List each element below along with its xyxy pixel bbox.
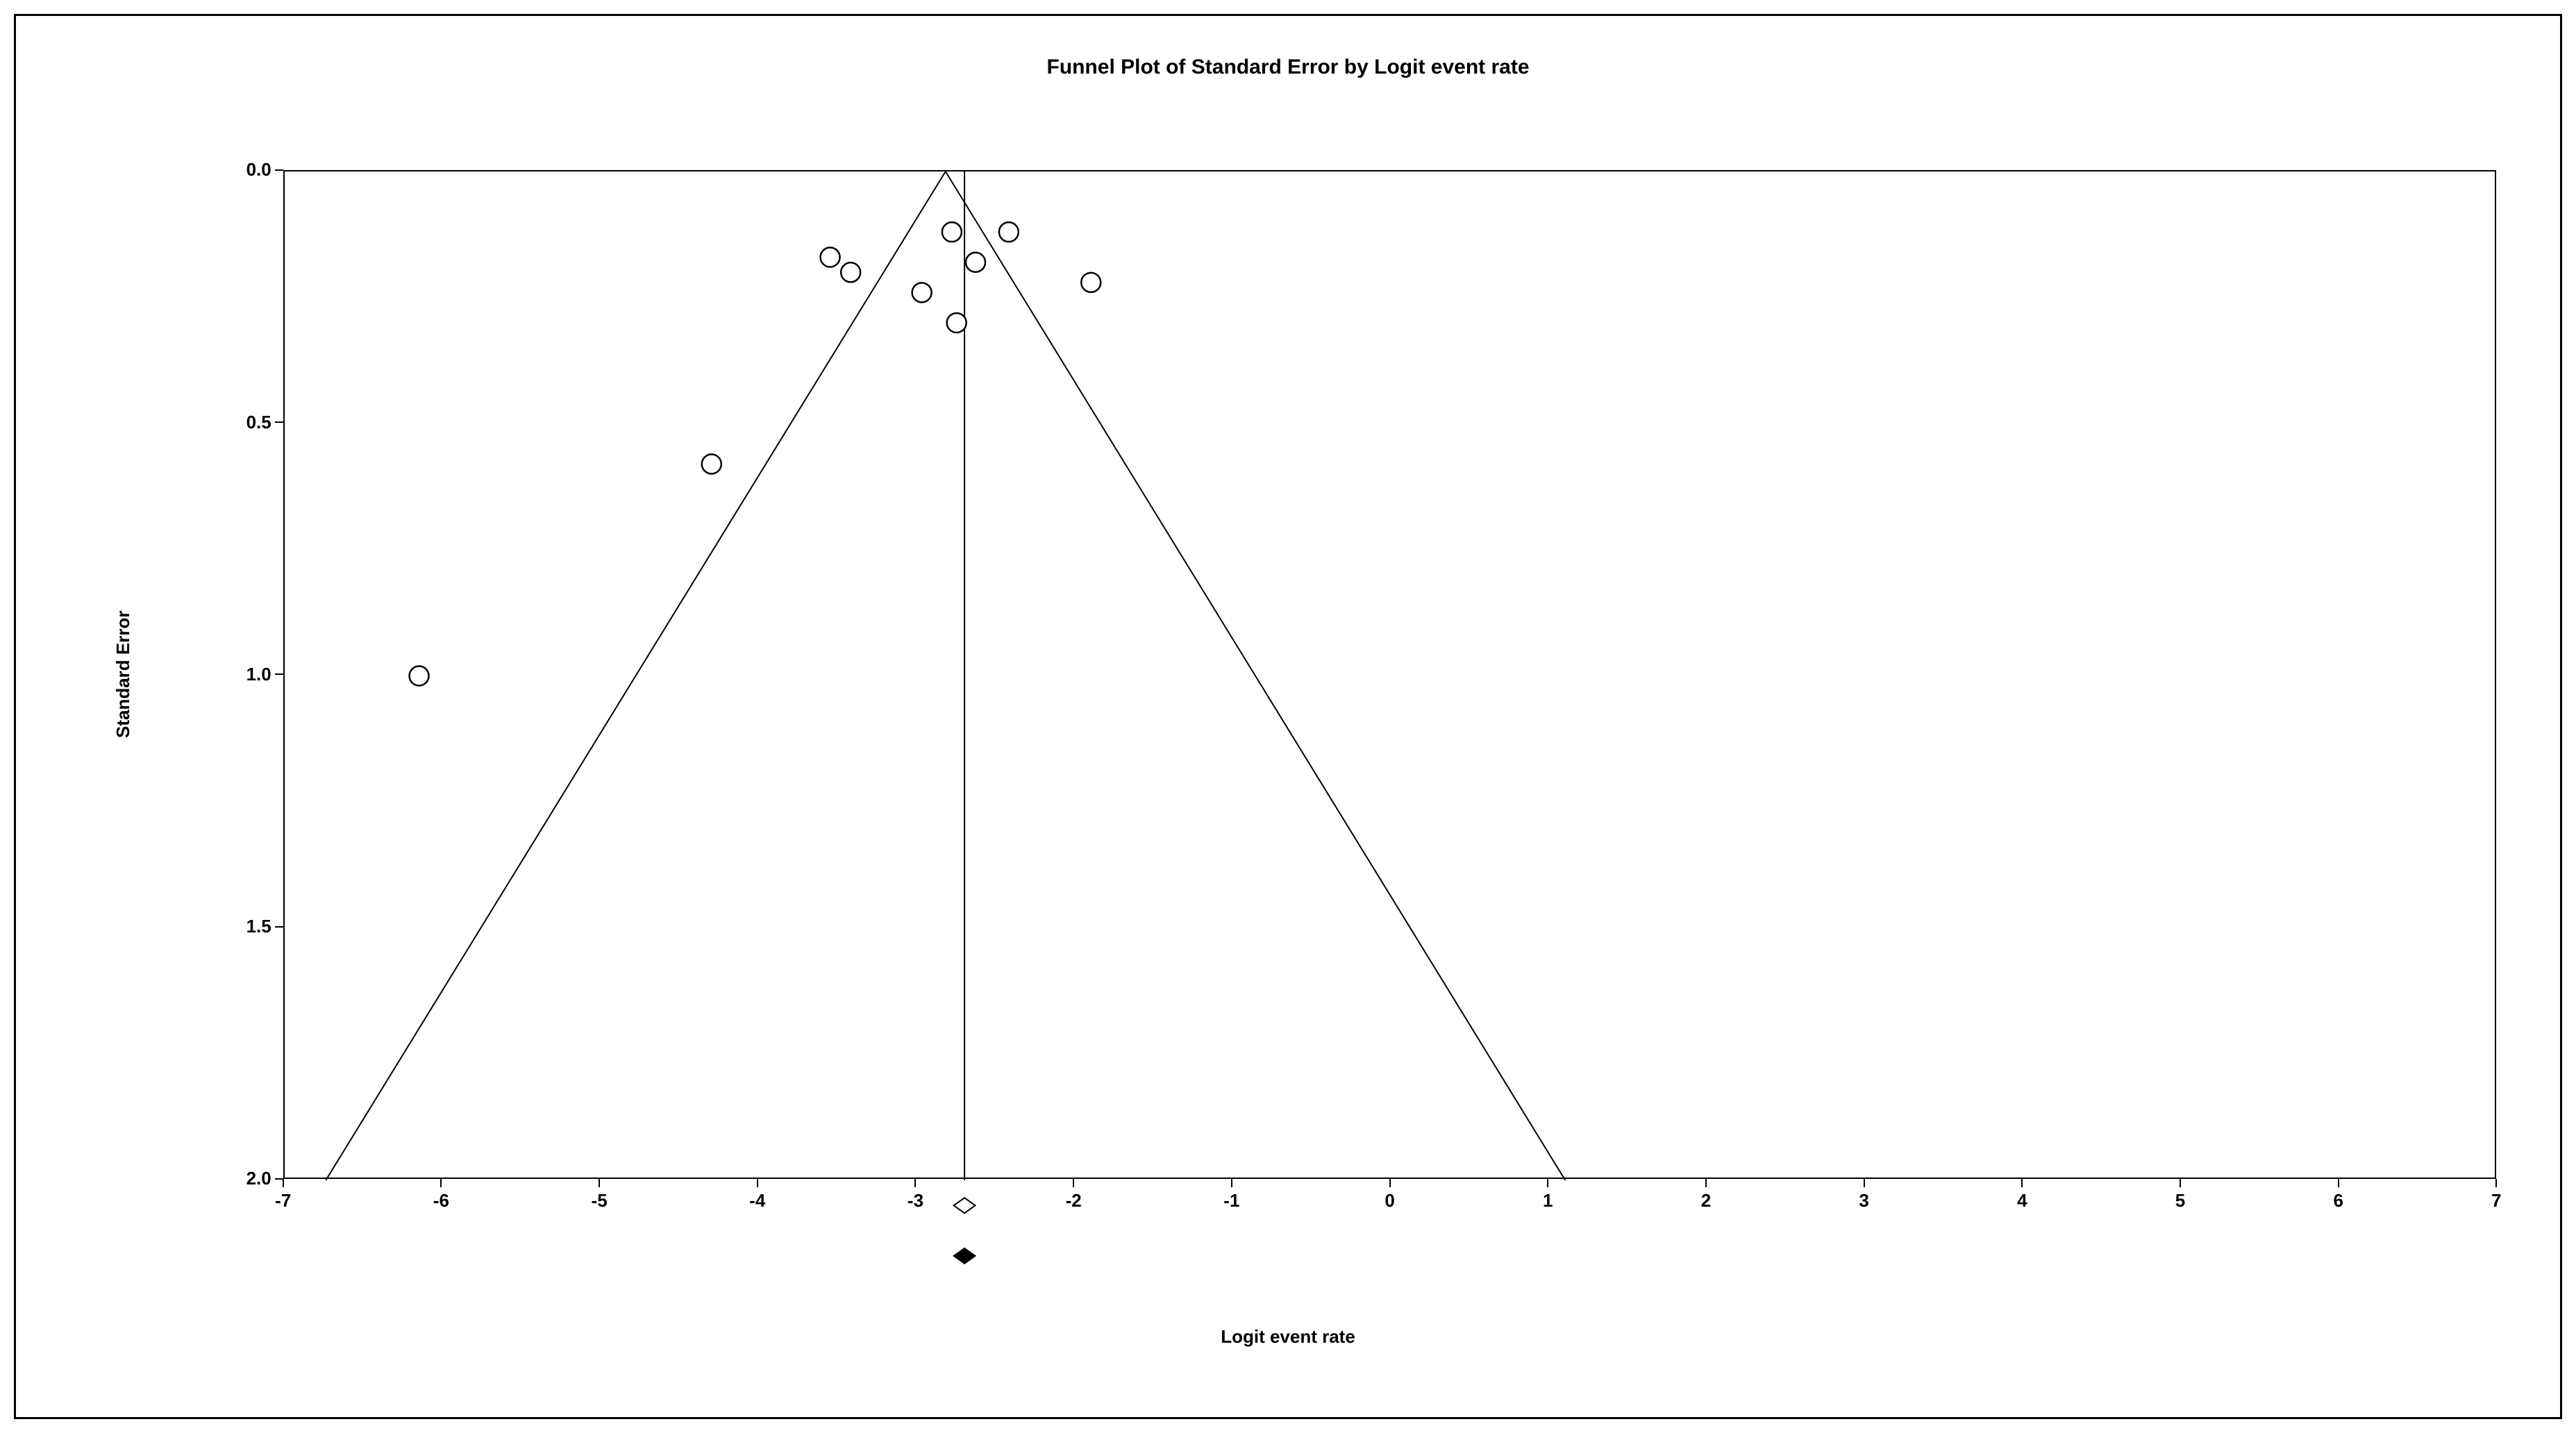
data-point <box>701 454 721 474</box>
data-point <box>942 222 962 242</box>
x-tick-label: -3 <box>894 1190 936 1212</box>
x-tick-label: -7 <box>262 1190 304 1212</box>
x-tick-label: -1 <box>1211 1190 1253 1212</box>
data-point <box>409 666 428 685</box>
chart-title: Funnel Plot of Standard Error by Logit e… <box>16 56 2560 79</box>
y-tick-label: 1.0 <box>223 664 271 685</box>
x-tick-label: 3 <box>1843 1190 1885 1212</box>
data-point <box>946 313 966 333</box>
y-tick-label: 0.5 <box>223 412 271 433</box>
x-tick-label: 4 <box>2001 1190 2043 1212</box>
y-axis-label: Standard Error <box>112 611 134 739</box>
x-tick-label: 0 <box>1369 1190 1411 1212</box>
funnel-plot-svg <box>285 171 2498 1180</box>
x-tick-label: -4 <box>737 1190 778 1212</box>
data-point <box>820 247 839 267</box>
x-tick-label: 2 <box>1685 1190 1727 1212</box>
x-tick-label: -6 <box>420 1190 462 1212</box>
funnel-triangle <box>326 171 1565 1180</box>
chart-frame: Funnel Plot of Standard Error by Logit e… <box>14 14 2562 1419</box>
x-tick-label: 6 <box>2318 1190 2359 1212</box>
x-axis-label: Logit event rate <box>16 1326 2560 1348</box>
outer-frame: Funnel Plot of Standard Error by Logit e… <box>0 0 2576 1433</box>
plot-area <box>283 170 2497 1179</box>
x-tick-label: 1 <box>1527 1190 1569 1212</box>
data-point <box>966 253 985 272</box>
x-tick-label: -5 <box>578 1190 620 1212</box>
y-tick-label: 1.5 <box>223 916 271 937</box>
y-tick-label: 0.0 <box>223 159 271 181</box>
x-tick-label: 5 <box>2159 1190 2201 1212</box>
summary-diamond <box>953 1248 975 1264</box>
summary-diamond <box>953 1198 975 1213</box>
x-tick-label: -2 <box>1053 1190 1094 1212</box>
x-tick-label: 7 <box>2475 1190 2517 1212</box>
data-point <box>841 262 860 282</box>
data-point <box>999 222 1019 242</box>
data-point <box>912 283 931 302</box>
data-point <box>1081 273 1101 292</box>
y-tick-label: 2.0 <box>223 1168 271 1189</box>
